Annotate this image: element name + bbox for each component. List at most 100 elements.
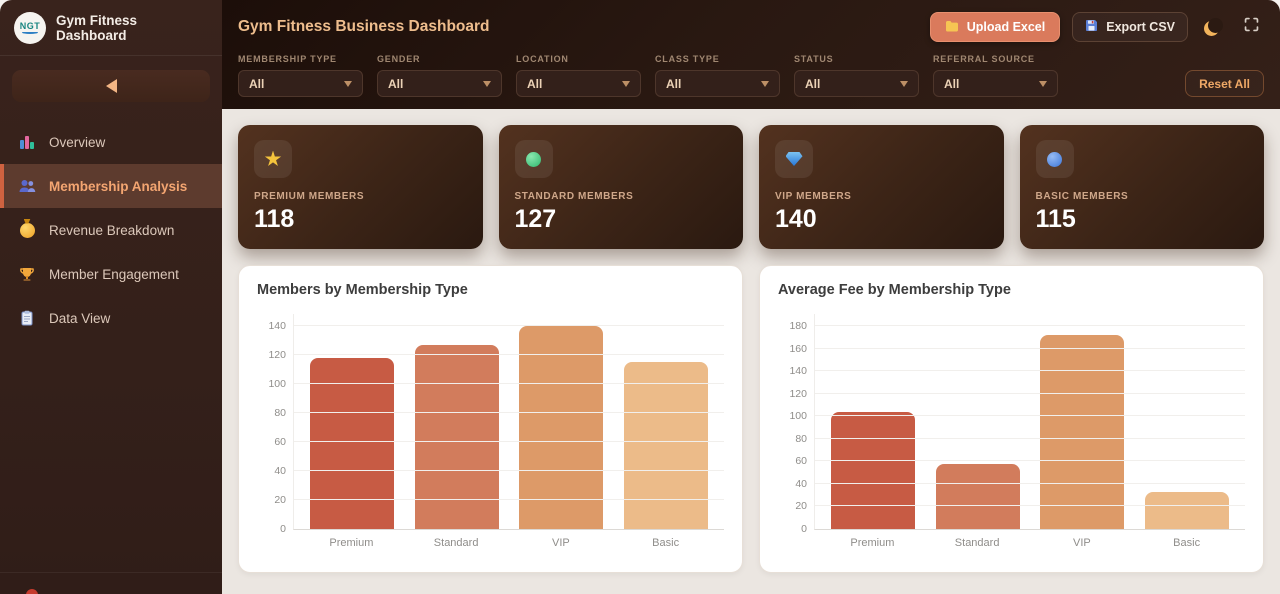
gridline <box>815 482 1245 484</box>
blue-circle-icon <box>1035 140 1074 178</box>
y-axis-tick-label: 80 <box>795 432 807 445</box>
brand-logo-text: NGT <box>19 21 41 31</box>
page-title: Gym Fitness Business Dashboard <box>238 18 490 35</box>
chart-x-axis: Premium Standard VIP Basic <box>293 537 724 549</box>
reset-all-button[interactable]: Reset All <box>1185 70 1264 97</box>
x-axis-tick-label: Basic <box>1173 537 1201 549</box>
bar-chart: 0 20 40 60 80 100 120 140 160 180 Premium Standard… <box>778 314 1245 549</box>
chart-bars <box>815 314 1245 529</box>
chart-x-axis: Premium Standard VIP Basic <box>814 537 1245 549</box>
stat-label: BASIC MEMBERS <box>1035 191 1129 202</box>
filter-gender-select[interactable]: All <box>377 70 502 97</box>
sidebar-footer <box>0 572 222 594</box>
filter-selected-value: All <box>805 76 821 91</box>
sidebar-item-membership-analysis[interactable]: Membership Analysis <box>0 164 222 208</box>
y-axis-tick-label: 140 <box>268 320 286 333</box>
main-area: Gym Fitness Business Dashboard Upload Ex… <box>222 0 1280 594</box>
y-axis-tick-label: 160 <box>789 342 807 355</box>
sidebar-item-overview[interactable]: Overview <box>0 120 222 164</box>
filter-class-type-select[interactable]: All <box>655 70 780 97</box>
gridline <box>294 412 724 414</box>
chevron-down-icon <box>483 80 491 87</box>
filter-label: REFERRAL SOURCE <box>933 54 1035 64</box>
filter-location-select[interactable]: All <box>516 70 641 97</box>
collapse-left-triangle-icon <box>105 79 117 93</box>
filter-status-select[interactable]: All <box>794 70 919 97</box>
chart-plot-area: 0 20 40 60 80 100 120 140 <box>268 314 724 535</box>
upload-excel-button[interactable]: Upload Excel <box>929 12 1061 42</box>
x-axis-tick-label: Premium <box>850 537 895 549</box>
chevron-down-icon <box>622 80 630 87</box>
filter-class-type: CLASS TYPE All <box>655 54 780 97</box>
chevron-down-icon <box>761 80 769 87</box>
people-icon <box>18 177 36 195</box>
sidebar-item-data-view[interactable]: Data View <box>0 296 222 340</box>
filter-label: LOCATION <box>516 54 569 64</box>
bar-vip <box>1040 335 1125 529</box>
money-bag-icon <box>18 221 36 239</box>
bar-slot <box>405 314 510 529</box>
stat-card-vip-members: VIP MEMBERS 140 <box>759 125 1004 249</box>
chevron-down-icon <box>1039 80 1047 87</box>
bar-slot <box>821 314 926 529</box>
theme-toggle-button[interactable] <box>1200 14 1226 40</box>
filter-referral-source-select[interactable]: All <box>933 70 1058 97</box>
sidebar-title: Gym Fitness Dashboard <box>56 12 138 43</box>
filter-selected-value: All <box>944 76 960 91</box>
chart-members-by-membership-type: Members by Membership Type 0 20 40 60 80 100 1… <box>238 265 743 573</box>
sidebar: NGT Gym Fitness Dashboard Overview Membe… <box>0 0 222 594</box>
bar-standard <box>414 345 499 529</box>
filter-selected-value: All <box>666 76 682 91</box>
trophy-icon <box>18 265 36 283</box>
fullscreen-icon <box>1243 16 1260 38</box>
y-axis-tick-label: 140 <box>789 365 807 378</box>
export-csv-label: Export CSV <box>1106 20 1175 34</box>
stat-label: STANDARD MEMBERS <box>514 191 634 202</box>
sidebar-item-revenue-breakdown[interactable]: Revenue Breakdown <box>0 208 222 252</box>
stats-row: PREMIUM MEMBERS 118 STANDARD MEMBERS 127… <box>238 125 1264 249</box>
x-axis-tick-label: Standard <box>433 537 479 549</box>
gridline <box>294 354 724 356</box>
chevron-down-icon <box>900 80 908 87</box>
filter-referral-source: REFERRAL SOURCE All <box>933 54 1058 97</box>
export-csv-button[interactable]: Export CSV <box>1072 12 1188 42</box>
star-icon <box>254 140 292 178</box>
floppy-disk-icon <box>1085 19 1098 35</box>
filter-label: MEMBERSHIP TYPE <box>238 54 337 64</box>
bar-premium <box>831 411 916 529</box>
top-header: Gym Fitness Business Dashboard Upload Ex… <box>222 0 1280 109</box>
stat-value: 140 <box>775 205 817 233</box>
x-axis-tick-label: VIP <box>1073 537 1091 549</box>
sidebar-item-member-engagement[interactable]: Member Engagement <box>0 252 222 296</box>
sidebar-nav: Overview Membership Analysis Revenue Bre… <box>0 120 222 340</box>
chart-plot-area: 0 20 40 60 80 100 120 140 160 180 <box>789 314 1245 535</box>
chevron-down-icon <box>344 80 352 87</box>
sidebar-collapse-button[interactable] <box>12 70 210 102</box>
bar-premium <box>310 358 395 529</box>
gridline <box>815 325 1245 327</box>
bar-vip <box>519 326 604 529</box>
filter-membership-type-select[interactable]: All <box>238 70 363 97</box>
y-axis-tick-label: 40 <box>795 477 807 490</box>
y-axis-tick-label: 180 <box>789 320 807 333</box>
bar-basic <box>623 362 708 529</box>
fullscreen-button[interactable] <box>1238 14 1264 40</box>
filter-membership-type: MEMBERSHIP TYPE All <box>238 54 363 97</box>
stat-label: VIP MEMBERS <box>775 191 852 202</box>
chart-average-fee-by-membership-type: Average Fee by Membership Type 0 20 40 60 80… <box>759 265 1264 573</box>
gridline <box>815 347 1245 349</box>
gridline <box>294 470 724 472</box>
brand-logo: NGT <box>14 11 46 44</box>
stat-card-standard-members: STANDARD MEMBERS 127 <box>498 125 743 249</box>
stat-value: 115 <box>1035 205 1076 233</box>
stat-value: 127 <box>514 205 557 233</box>
sidebar-item-label: Membership Analysis <box>49 178 188 194</box>
chart-title: Average Fee by Membership Type <box>778 282 1011 298</box>
gridline <box>294 325 724 327</box>
stat-value: 118 <box>254 205 295 233</box>
bar-chart: 0 20 40 60 80 100 120 140 Premium Standard VIP Bas… <box>257 314 724 549</box>
sidebar-item-label: Revenue Breakdown <box>49 222 175 238</box>
charts-row: Members by Membership Type 0 20 40 60 80 100 1… <box>238 265 1264 573</box>
reset-all-label: Reset All <box>1199 76 1250 91</box>
gem-icon <box>775 140 813 178</box>
